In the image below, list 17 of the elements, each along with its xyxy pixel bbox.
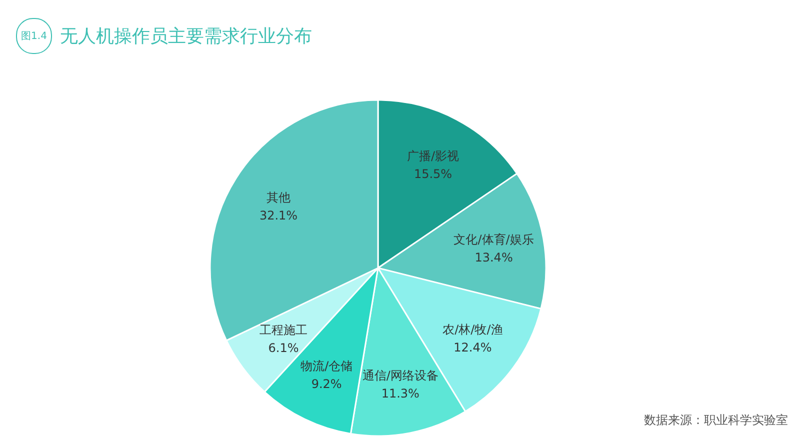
data-label: 15.5% <box>414 167 452 182</box>
slice-label: 工程施工 <box>260 323 308 338</box>
slice-label: 物流/仓储 <box>300 358 353 373</box>
data-label: 12.4% <box>454 340 492 355</box>
slice-label: 农/林/牧/渔 <box>442 322 503 337</box>
slice-label: 文化/体育/娱乐 <box>454 232 534 246</box>
slice-label: 广播/影视 <box>407 149 460 164</box>
slice-label: 通信/网络设备 <box>362 368 438 382</box>
slice-label: 其他 <box>266 190 291 204</box>
source-note: 数据来源：职业科学实验室 <box>644 412 788 429</box>
data-label: 32.1% <box>259 208 298 222</box>
data-label: 6.1% <box>268 341 299 356</box>
caption: 图1.4 <box>16 18 52 54</box>
data-label: 11.3% <box>381 386 420 400</box>
data-label: 13.4% <box>474 250 513 264</box>
chart-title: 无人机操作员主要需求行业分布 <box>60 25 312 48</box>
data-label: 9.2% <box>311 376 342 391</box>
